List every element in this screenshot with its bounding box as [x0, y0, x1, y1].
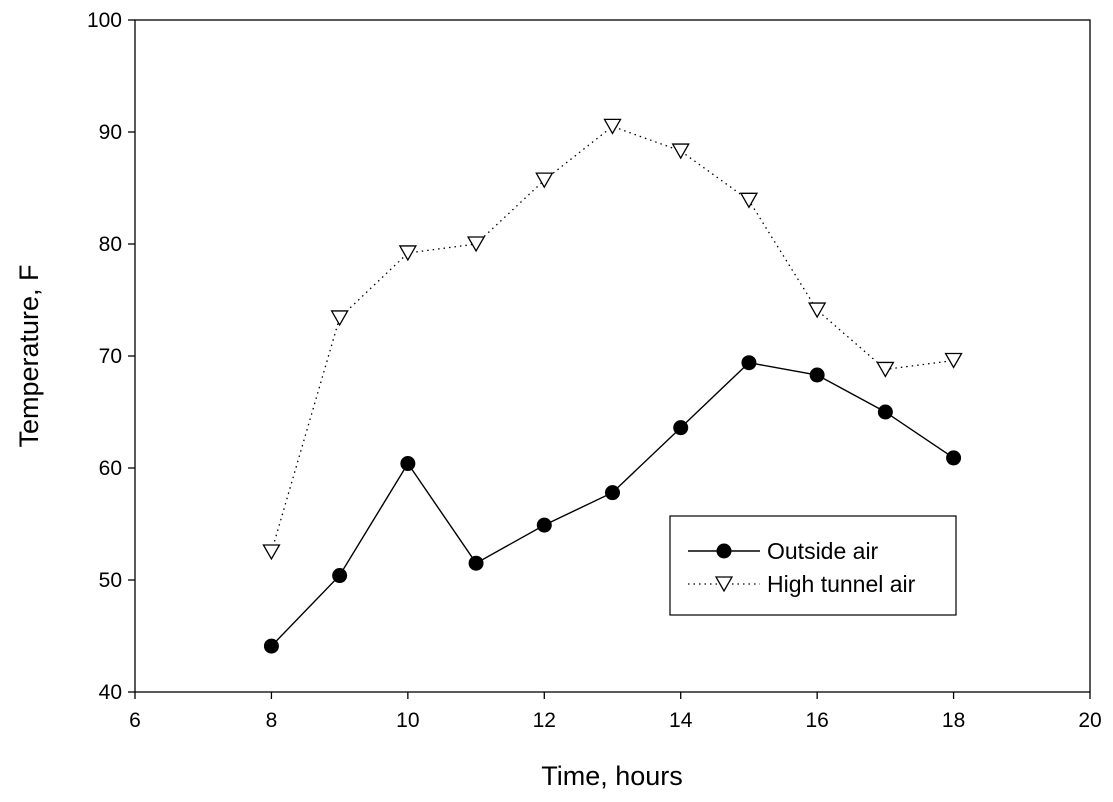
data-point-outside-air [468, 555, 484, 571]
data-point-outside-air [536, 517, 552, 533]
data-point-outside-air [400, 456, 416, 472]
data-point-high-tunnel-air [944, 352, 963, 369]
data-point-high-tunnel-air [603, 118, 622, 135]
x-axis-title: Time, hours [541, 761, 683, 791]
y-tick-label: 70 [99, 345, 122, 368]
series-layer [262, 118, 963, 654]
legend-label-outside-air: Outside air [767, 538, 879, 564]
data-point-outside-air [741, 355, 757, 371]
data-point-high-tunnel-air [398, 245, 417, 262]
data-point-high-tunnel-air [466, 236, 486, 253]
data-point-high-tunnel-air [535, 172, 554, 189]
data-point-outside-air [946, 450, 962, 466]
x-tick-label: 14 [669, 709, 693, 732]
legend-marker-high-tunnel-air [714, 576, 734, 593]
x-tick-label: 18 [942, 709, 965, 732]
x-tick-label: 16 [805, 709, 828, 732]
legend-marker-outside-air [716, 543, 732, 559]
data-point-outside-air [809, 367, 825, 383]
x-tick-label: 10 [396, 709, 419, 732]
data-point-outside-air [673, 420, 689, 436]
data-point-high-tunnel-air [739, 192, 759, 209]
y-tick-label: 100 [87, 9, 122, 32]
legend: Outside air High tunnel air [669, 515, 957, 616]
x-tick-label: 20 [1078, 709, 1101, 732]
series-line-high-tunnel-air [270, 125, 954, 553]
y-tick-label: 90 [99, 121, 122, 144]
y-tick-label: 40 [99, 681, 122, 704]
y-tick-label: 80 [99, 233, 122, 256]
x-axis: 6 8 10 12 14 16 18 20 [129, 692, 1102, 732]
data-point-outside-air [263, 638, 279, 654]
x-tick-label: 8 [266, 709, 278, 732]
data-point-high-tunnel-air [876, 361, 895, 378]
x-tick-label: 6 [129, 709, 141, 732]
data-point-outside-air [605, 485, 620, 501]
data-point-high-tunnel-air [262, 544, 281, 561]
data-point-outside-air [877, 404, 893, 420]
legend-label-high-tunnel-air: High tunnel air [767, 571, 916, 597]
legend-box [669, 515, 957, 616]
x-tick-label: 12 [533, 709, 556, 732]
data-point-high-tunnel-air [671, 143, 690, 160]
y-axis: 40 50 60 70 80 90 100 [87, 9, 135, 704]
y-axis-title: Temperature, F [14, 264, 44, 447]
data-point-high-tunnel-air [808, 302, 827, 319]
y-tick-label: 50 [99, 569, 122, 592]
data-point-outside-air [332, 568, 348, 584]
data-point-high-tunnel-air [330, 310, 349, 327]
y-tick-label: 60 [99, 457, 122, 480]
